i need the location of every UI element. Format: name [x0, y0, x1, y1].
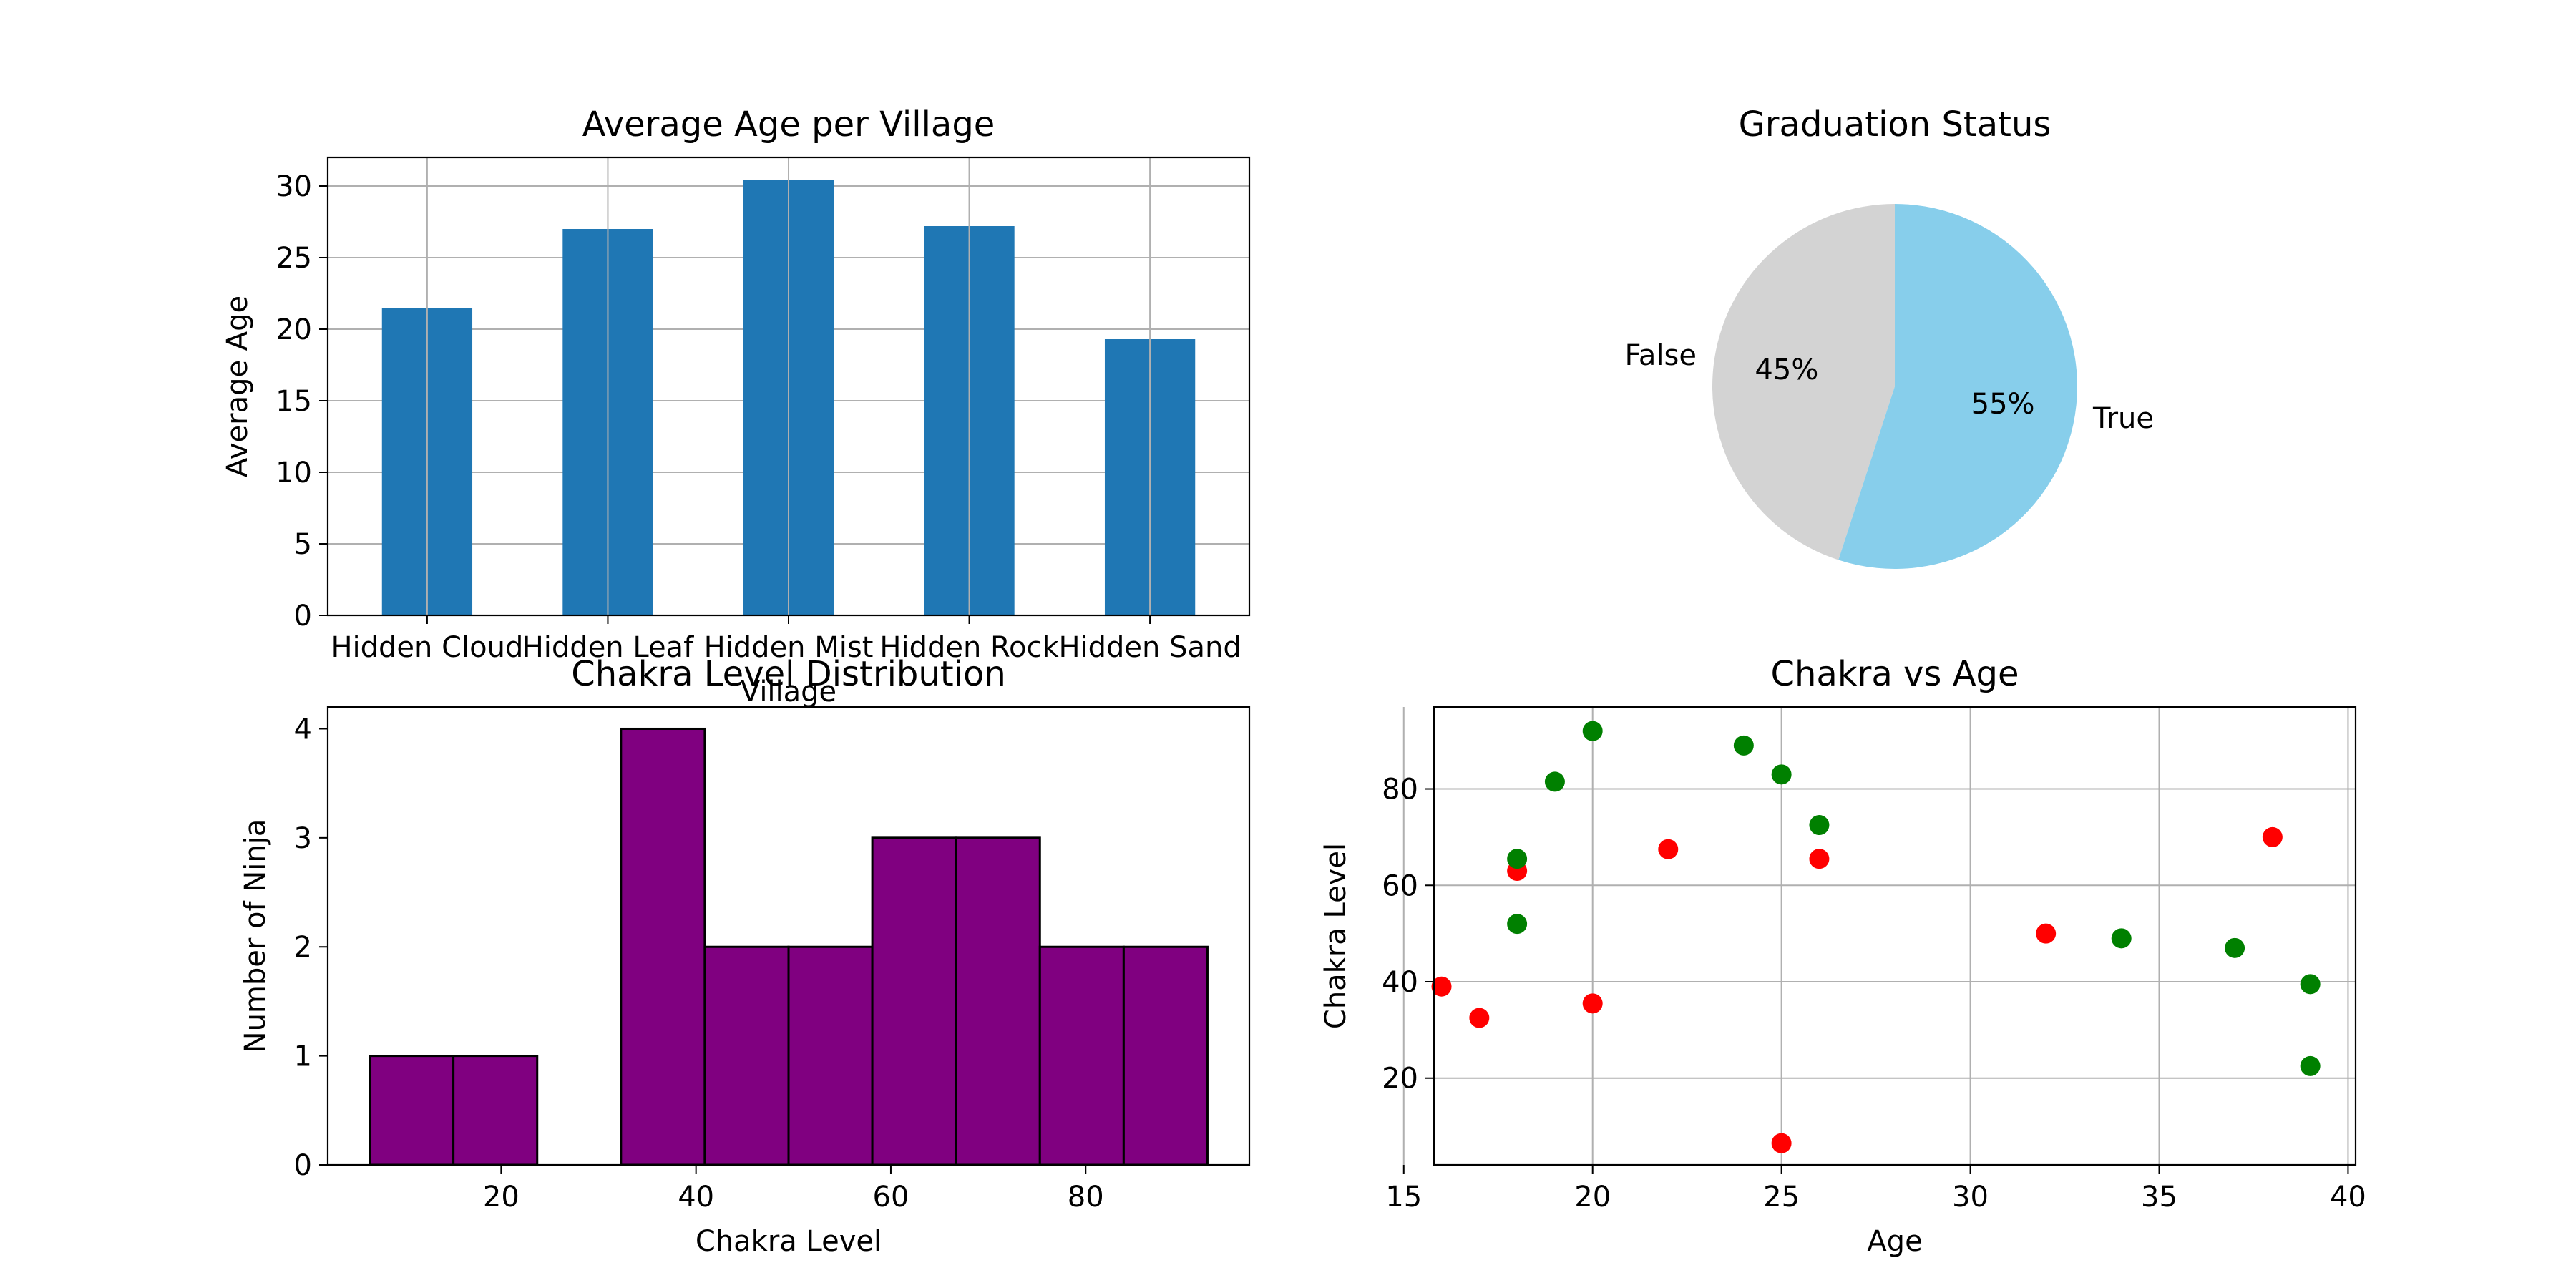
bar-chart-ytick-label: 20: [275, 313, 312, 346]
pie-chart-slice: [1838, 204, 2077, 569]
bar-chart-xtick-label: Hidden Mist: [704, 631, 874, 664]
histogram-ytick-label: 0: [294, 1149, 312, 1182]
histogram-bar: [369, 1055, 455, 1166]
histogram-xlabel: Chakra Level: [696, 1225, 882, 1258]
bar-chart-xlabel: Village: [741, 675, 836, 708]
scatter-point: [1469, 1008, 1490, 1028]
scatter-point: [1771, 1133, 1792, 1153]
histogram-xtick-label: 20: [483, 1181, 519, 1214]
scatter-point: [1733, 735, 1754, 756]
scatter-point: [1658, 839, 1679, 859]
scatter-title: Chakra vs Age: [1770, 654, 2019, 694]
histogram-bar: [452, 1055, 539, 1166]
scatter-ticks: 15 20 25 30 35 40 20 40 60 80: [1382, 774, 2366, 1214]
histogram-ytick-label: 2: [294, 931, 312, 964]
scatter-point: [1507, 849, 1528, 869]
histogram-bar: [620, 727, 706, 1166]
bar-chart-bars: [381, 157, 1196, 615]
scatter-point: [1431, 976, 1452, 997]
bar-chart-ytick-label: 15: [275, 385, 312, 418]
scatter-point: [2111, 928, 2132, 949]
histogram-ytick-label: 3: [294, 822, 312, 855]
scatter-point: [1809, 849, 1830, 869]
bar-chart-ylabel: Average Age: [221, 296, 254, 477]
scatter-point: [1507, 914, 1528, 935]
histogram-bar: [703, 945, 790, 1166]
scatter-ytick-label: 80: [1382, 774, 1418, 806]
scatter-ylabel: Chakra Level: [1319, 843, 1352, 1029]
scatter-xtick-label: 20: [1574, 1181, 1611, 1214]
scatter-axes-frame: [1433, 706, 2357, 1166]
scatter-xtick-label: 30: [1952, 1181, 1989, 1214]
bar-chart-ytick-label: 30: [275, 170, 312, 203]
bar-chart-xtick-label: Hidden Leaf: [522, 631, 694, 664]
scatter-point: [2262, 826, 2283, 847]
scatter-point: [1809, 815, 1830, 836]
histogram-axes-frame: [326, 706, 1251, 1166]
histogram-xtick-label: 60: [873, 1181, 909, 1214]
histogram-ylabel: Number of Ninja: [239, 819, 272, 1053]
histogram-xtick-label: 80: [1068, 1181, 1104, 1214]
histogram-bar: [787, 945, 874, 1166]
histogram-bar: [955, 836, 1041, 1166]
scatter-point: [2036, 923, 2057, 944]
scatter-point: [1582, 993, 1603, 1014]
pie-chart-slice-label: False: [1625, 339, 1697, 372]
scatter-xtick-label: 35: [2141, 1181, 2177, 1214]
scatter-point: [2300, 1055, 2321, 1076]
histogram-ytick-label: 1: [294, 1040, 312, 1073]
scatter-ytick-label: 40: [1382, 966, 1418, 999]
scatter-panel: 15 20 25 30 35 40 20 40 60 80 Chakra vs Age Chakr…: [1319, 654, 2366, 1258]
scatter-point: [1544, 771, 1565, 792]
scatter-points: [1431, 721, 2321, 1153]
pie-chart-pct-label: 45%: [1755, 353, 1818, 386]
scatter-point: [1771, 764, 1792, 785]
histogram-title: Chakra Level Distribution: [571, 654, 1006, 694]
bar-chart-xtick-label: Hidden Sand: [1058, 631, 1241, 664]
pie-chart-slice: [1712, 204, 1895, 560]
scatter-ytick-label: 60: [1382, 869, 1418, 902]
scatter-xtick-label: 15: [1385, 1181, 1422, 1214]
scatter-xtick-label: 25: [1763, 1181, 1800, 1214]
bar-chart-xtick-label: Hidden Cloud: [331, 631, 523, 664]
bar-chart-ytick-label: 10: [275, 457, 312, 489]
pie-chart-pct-label: 55%: [1971, 388, 2035, 421]
histogram-bars: [369, 727, 1209, 1166]
scatter-point: [2300, 974, 2321, 995]
pie-chart-slices: [1712, 204, 2077, 569]
scatter-xtick-label: 40: [2330, 1181, 2366, 1214]
scatter-point: [2225, 937, 2245, 958]
bar-chart-title: Average Age per Village: [582, 104, 995, 145]
histogram-bar: [871, 836, 957, 1166]
pie-chart-title: Graduation Status: [1739, 104, 2051, 145]
bar-chart-ytick-label: 25: [275, 242, 312, 275]
pie-chart-panel: 45% False 55% True Graduation Status: [1625, 104, 2154, 569]
histogram-xtick-label: 40: [678, 1181, 714, 1214]
histogram-ticks: 20 40 60 80 0 1 2 3 4: [294, 713, 1104, 1214]
scatter-ytick-label: 20: [1382, 1063, 1418, 1096]
scatter-point: [1582, 721, 1603, 741]
bar-chart-ytick-label: 0: [294, 600, 312, 633]
scatter-grid: [1402, 707, 2356, 1165]
pie-chart-labels: 45% False 55% True: [1625, 339, 2154, 435]
pie-chart-slice-label: True: [2092, 402, 2154, 435]
bar-chart-xtick-label: Hidden Rock: [879, 631, 1059, 664]
histogram-ytick-label: 4: [294, 713, 312, 746]
histogram-bar: [1122, 945, 1209, 1166]
bar-chart-ytick-label: 5: [294, 528, 312, 561]
scatter-xlabel: Age: [1867, 1225, 1922, 1258]
histogram-bar: [1038, 945, 1125, 1166]
